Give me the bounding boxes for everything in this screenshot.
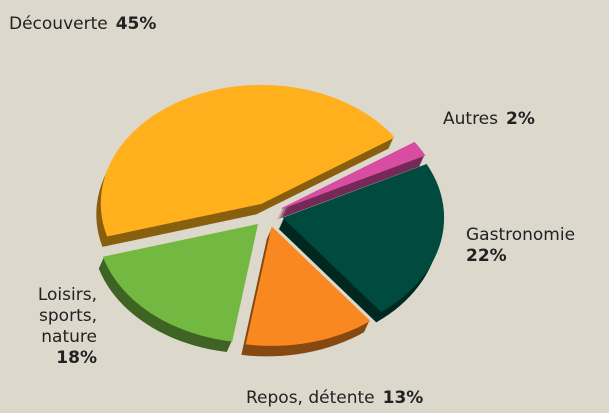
value-label: 22% — [466, 246, 507, 266]
value-label: 45% — [115, 14, 157, 34]
value-label: 2% — [506, 109, 535, 129]
category-name: Loisirs, sports, nature — [37, 285, 97, 347]
slice — [245, 226, 371, 346]
slice-label: Découverte 45% — [9, 14, 156, 35]
value-label: 13% — [382, 388, 424, 408]
slice-label: Gastronomie 22% — [466, 225, 575, 267]
slice — [281, 141, 426, 209]
slice — [282, 164, 445, 312]
slice-label: Autres 2% — [443, 109, 535, 130]
slice-label: Repos, détente 13% — [246, 388, 423, 409]
category-name: Gastronomie — [466, 225, 576, 245]
slice — [102, 223, 259, 342]
value-label: 18% — [56, 348, 97, 368]
category-name: Repos, détente — [246, 388, 375, 408]
category-name: Autres — [443, 109, 499, 129]
slice-label: Loisirs, sports, nature 18% — [0, 285, 97, 369]
category-name: Découverte — [9, 14, 108, 34]
slice — [100, 84, 395, 237]
